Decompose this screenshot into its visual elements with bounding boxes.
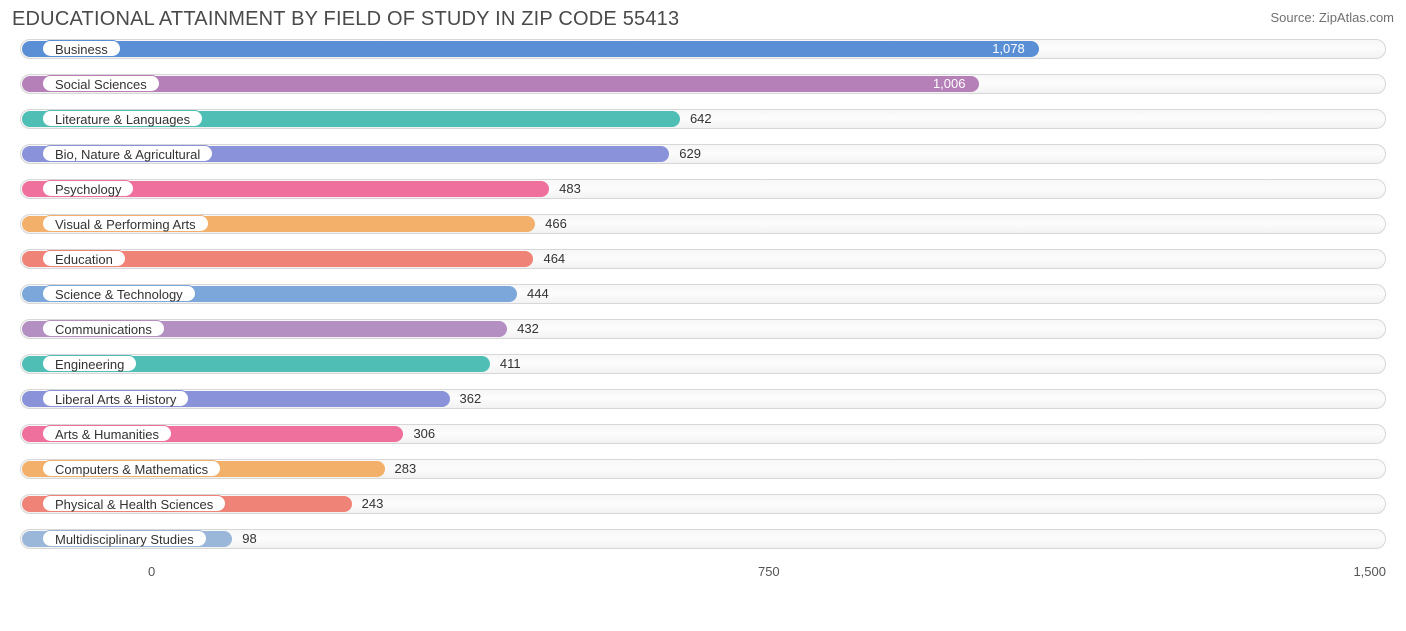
bar-row: Bio, Nature & Agricultural 629 [20, 144, 1386, 174]
bar-value-label: 283 [391, 459, 421, 479]
bar-row: Computers & Mathematics 283 [20, 459, 1386, 489]
bar-value-label: 98 [238, 529, 260, 549]
bar-row: Visual & Performing Arts 466 [20, 214, 1386, 244]
bar-category-label: Arts & Humanities [42, 425, 172, 442]
bar-row: Business 1,078 [20, 39, 1386, 69]
bar-category-label: Communications [42, 320, 165, 337]
bar-row: Science & Technology 444 [20, 284, 1386, 314]
bar-category-label: Social Sciences [42, 75, 160, 92]
bar-row: Literature & Languages 642 [20, 109, 1386, 139]
bar-value-label: 464 [539, 249, 569, 269]
bar-category-label: Liberal Arts & History [42, 390, 189, 407]
bar-value-label: 642 [686, 109, 716, 129]
bar-category-label: Engineering [42, 355, 137, 372]
bar-value-label: 243 [358, 494, 388, 514]
bar-value-label: 444 [523, 284, 553, 304]
bar-category-label: Visual & Performing Arts [42, 215, 209, 232]
bar-category-label: Education [42, 250, 126, 267]
bar-row: Engineering 411 [20, 354, 1386, 384]
bar-category-label: Multidisciplinary Studies [42, 530, 207, 547]
bar-value-label: 629 [675, 144, 705, 164]
bar-category-label: Physical & Health Sciences [42, 495, 226, 512]
chart-title: EDUCATIONAL ATTAINMENT BY FIELD OF STUDY… [12, 8, 679, 31]
bar-category-label: Computers & Mathematics [42, 460, 221, 477]
bar-fill [22, 76, 979, 92]
bar-value-label: 432 [513, 319, 543, 339]
bar-row: Psychology 483 [20, 179, 1386, 209]
bar-category-label: Science & Technology [42, 285, 196, 302]
bar-row: Communications 432 [20, 319, 1386, 349]
bar-row: Multidisciplinary Studies 98 [20, 529, 1386, 559]
chart-source: Source: ZipAtlas.com [1270, 8, 1394, 25]
bar-value-label: 1,078 [988, 39, 1029, 59]
bar-value-label: 483 [555, 179, 585, 199]
chart-container: EDUCATIONAL ATTAINMENT BY FIELD OF STUDY… [0, 0, 1406, 590]
bar-row: Social Sciences 1,006 [20, 74, 1386, 104]
bar-row: Physical & Health Sciences 243 [20, 494, 1386, 524]
bar-row: Arts & Humanities 306 [20, 424, 1386, 454]
bar-category-label: Business [42, 40, 121, 57]
bar-category-label: Literature & Languages [42, 110, 203, 127]
bar-row: Liberal Arts & History 362 [20, 389, 1386, 419]
bar-value-label: 362 [456, 389, 486, 409]
chart-x-axis: 0 750 1,500 [20, 564, 1386, 586]
bar-value-label: 411 [496, 354, 525, 374]
chart-plot-area: Business 1,078 Social Sciences 1,006 Literat… [12, 39, 1394, 559]
bar-fill [22, 41, 1039, 57]
bar-value-label: 1,006 [929, 74, 970, 94]
bar-category-label: Psychology [42, 180, 134, 197]
axis-tick: 0 [148, 564, 155, 579]
bar-value-label: 466 [541, 214, 571, 234]
chart-header: EDUCATIONAL ATTAINMENT BY FIELD OF STUDY… [12, 8, 1394, 31]
bar-category-label: Bio, Nature & Agricultural [42, 145, 213, 162]
axis-tick: 1,500 [1353, 564, 1386, 579]
axis-tick: 750 [758, 564, 780, 579]
bar-value-label: 306 [409, 424, 439, 444]
bar-row: Education 464 [20, 249, 1386, 279]
